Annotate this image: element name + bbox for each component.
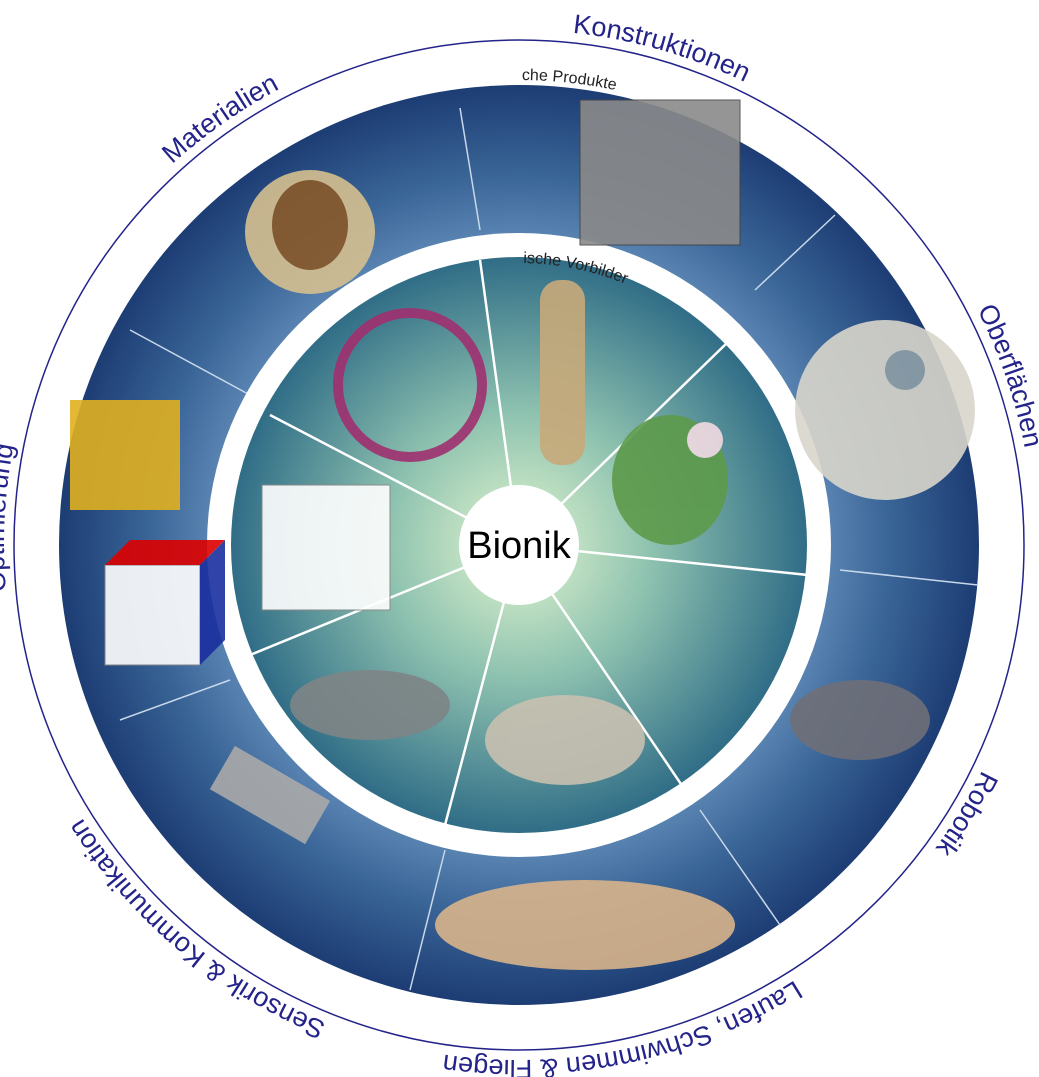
category-label: Materialien — [156, 68, 283, 169]
center-label: Bionik — [467, 525, 571, 567]
outer-ring-line — [13, 39, 1025, 1051]
illustrations — [70, 99, 975, 970]
category-label-path: Oberflächen — [972, 299, 1039, 450]
outer-ring-label-path: bionische Produkte — [0, 0, 618, 94]
category-label: Oberflächen — [972, 299, 1039, 450]
category-label: Optimierung — [0, 441, 20, 593]
category-label: Robotik — [930, 767, 1004, 862]
center-circle — [459, 485, 579, 605]
category-label-path: Materialien — [156, 68, 283, 169]
category-label-path: Robotik — [930, 767, 1004, 862]
outer-ring-label: bionische Produkte — [0, 0, 618, 94]
product-dividers — [119, 107, 979, 991]
category-label-path: Optimierung — [0, 441, 20, 593]
